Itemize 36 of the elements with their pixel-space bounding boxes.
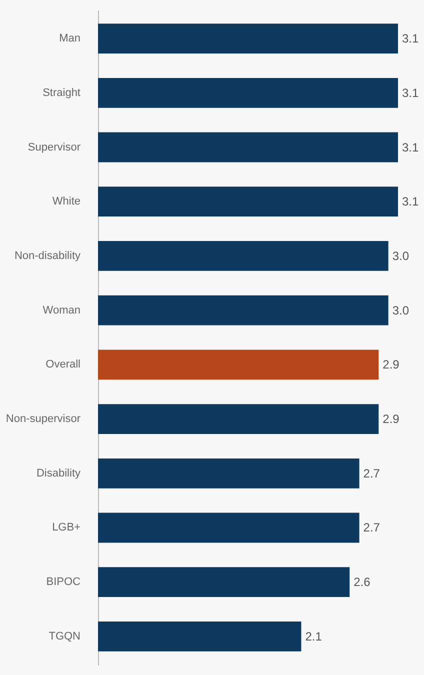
bar	[98, 458, 360, 488]
y-tick-label: Disability	[36, 467, 81, 480]
data-label: 3.1	[402, 194, 420, 209]
data-label: 2.9	[382, 412, 400, 426]
data-label: 3.1	[402, 86, 420, 100]
bar	[98, 350, 379, 380]
bar	[98, 295, 388, 326]
y-tick-label: TGQN	[48, 630, 81, 642]
y-tick-label: Straight	[42, 86, 80, 99]
y-tick-label: Overall	[46, 358, 80, 371]
data-label: 2.9	[382, 358, 400, 372]
bar	[98, 512, 360, 543]
y-tick-label: Supervisor	[28, 141, 81, 154]
bar	[98, 567, 350, 598]
y-tick-label: Man	[59, 32, 80, 45]
y-tick-label: LGB+	[52, 522, 80, 534]
bar	[98, 241, 388, 271]
y-tick-label: White	[52, 196, 80, 208]
bar	[98, 132, 398, 162]
data-label: 2.1	[305, 629, 322, 644]
bar	[98, 24, 398, 54]
data-label: 2.7	[363, 520, 380, 535]
data-label: 3.0	[392, 303, 410, 318]
bar	[98, 404, 379, 434]
data-label: 3.1	[402, 140, 420, 154]
y-tick-label: Non-supervisor	[6, 413, 81, 426]
y-tick-label: Woman	[42, 304, 80, 316]
data-label: 3.1	[402, 32, 420, 46]
data-label: 2.6	[354, 575, 371, 590]
bar	[98, 186, 398, 217]
data-label: 3.0	[392, 248, 410, 263]
bar	[98, 78, 398, 108]
y-tick-label: BIPOC	[46, 576, 81, 588]
bar	[98, 622, 302, 652]
y-tick-label: Non-disability	[14, 250, 81, 262]
data-label: 2.7	[363, 466, 380, 480]
